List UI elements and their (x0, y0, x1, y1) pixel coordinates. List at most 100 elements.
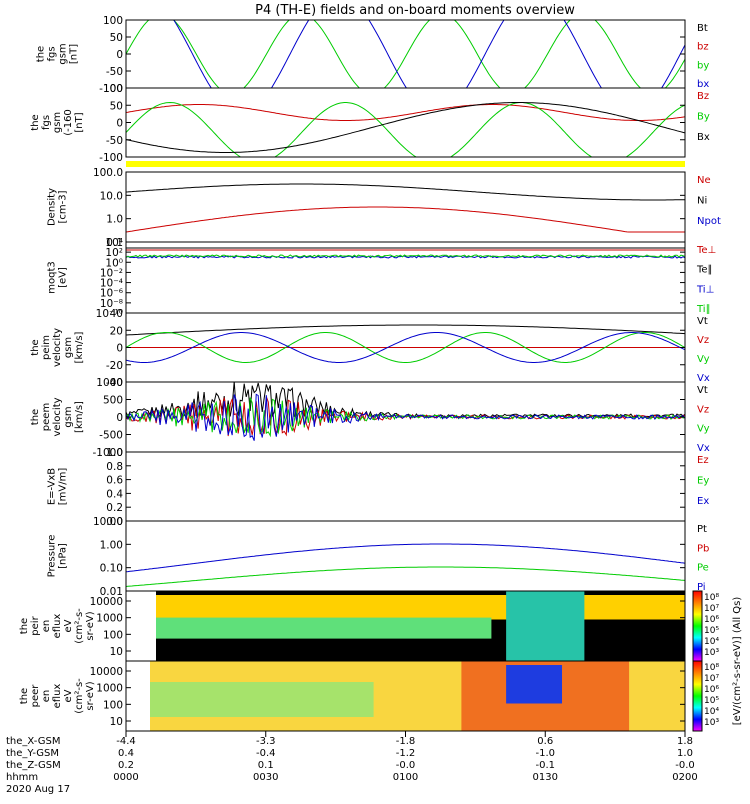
x-tick-ygsm: 1.0 (677, 748, 693, 759)
x-axis-row-label: the_X-GSM (6, 736, 60, 747)
y-tick-label: 0 (116, 343, 123, 355)
y-tick-label: 10² (105, 247, 123, 259)
spectrogram-band-mid (156, 617, 492, 639)
legend-Bx: Bx (697, 132, 710, 143)
y-tick-label: 1000 (96, 613, 123, 625)
colorbar-tick: 10⁴ (704, 707, 719, 717)
colorbar-tick: 10⁸ (704, 593, 719, 603)
y-tick-label: 1.0 (106, 447, 123, 459)
x-tick-ygsm: 0.4 (118, 748, 134, 759)
y-axis-label: thepeemvelocitygsm[km/s] (30, 397, 85, 436)
panel-peim_velocity: 40 20 0 -20 -40 thepeimvelocitygsm[km/s] Vt Vz V… (30, 308, 710, 389)
trace-ti-perp (126, 255, 685, 259)
y-tick-label: 0.6 (106, 475, 123, 487)
y-axis-label-line: the (19, 688, 30, 704)
panel-peem_velocity: 1000 500 0 -500 -1000 thepeemvelocitygsm[km/s… (30, 377, 710, 459)
panel-fgs-traces (126, 20, 685, 88)
colorbar-tick: 10³ (704, 648, 719, 658)
y-tick-label: 0.1 (106, 237, 123, 249)
y-axis-label-line: the (30, 409, 41, 425)
legend-Vy: Vy (697, 424, 710, 435)
colorbar-tick: 10⁵ (704, 626, 719, 636)
y-axis-label-line: eV (63, 619, 74, 632)
trace-vx (126, 332, 685, 363)
y-tick-label: -50 (106, 135, 123, 147)
plot-title: P4 (TH-E) fields and on-board moments ov… (255, 3, 575, 18)
colorbar-tick: 10³ (704, 718, 719, 728)
legend-Ex: Ex (697, 496, 709, 507)
colorbar-top (692, 590, 703, 662)
colorbar-tick: 10⁵ (704, 696, 719, 706)
spectrogram-core (506, 665, 563, 704)
legend-Ey: Ey (697, 476, 709, 487)
y-tick-label: 10⁻⁴ (100, 278, 123, 290)
y-axis-label-line: [eV] (58, 267, 69, 288)
colorbar-tick: 10⁸ (704, 663, 719, 673)
y-axis-label-line: gsm (58, 43, 69, 64)
y-axis-label-line: gsm (63, 337, 74, 358)
legend-Npot: Npot (697, 216, 721, 227)
y-axis-label-line: sr-eV) (85, 611, 96, 640)
trace-pi (126, 543, 685, 573)
y-axis-label-line: Density (47, 188, 58, 226)
trace-ni (126, 183, 685, 201)
y-axis-label: thefgsgsm[nT] (36, 43, 80, 64)
panel-pressure: 10.00 1.00 0.10 0.01 Pressure[nPa] Pt Pb Pe Pi (47, 516, 710, 598)
y-axis-label-line: gsm (52, 112, 63, 133)
panel-peir_spec-traces (156, 591, 685, 661)
legend-Ti∥: Ti∥ (696, 304, 711, 315)
trace-vy (126, 332, 685, 363)
y-tick-label: 0.8 (106, 461, 123, 473)
y-tick-label: 100 (103, 629, 123, 641)
y-tick-label: 10 (110, 646, 123, 658)
x-tick-zgsm: -0.0 (396, 760, 416, 771)
trace-bz (126, 104, 685, 121)
y-tick-label: 10⁻⁸ (100, 298, 123, 310)
legend-Vx: Vx (697, 373, 710, 384)
x-tick-ygsm: -1.0 (535, 748, 555, 759)
colorbar-tick: 10⁴ (704, 637, 719, 647)
y-axis-label-line: fgs (41, 115, 52, 130)
legend-Te∥: Te∥ (696, 265, 713, 276)
y-axis-label-line: [nT] (74, 112, 85, 132)
y-axis-label: thepeirenefluxeV(cm²-s-sr-eV) (19, 608, 96, 644)
y-axis-label-line: sr-eV) (85, 681, 96, 710)
y-tick-label: 100 (103, 83, 123, 95)
y-axis-label-line: the (36, 46, 47, 62)
panel-density: 100.0 10.0 1.0 0.1 Density[cm-3] Ne Ni Npot (47, 167, 721, 249)
y-axis-label-line: eflux (52, 684, 63, 709)
colorbar-tick: 10⁶ (704, 685, 719, 695)
y-tick-label: 40 (110, 308, 123, 320)
y-axis-label-line: the (19, 618, 30, 634)
y-tick-label: 1.00 (100, 539, 123, 551)
y-axis-label: thefgsgsm(-160[nT] (30, 109, 85, 136)
x-tick-xgsm: -4.4 (116, 736, 136, 747)
legend-Vt: Vt (697, 316, 708, 327)
y-tick-label: 0.10 (100, 563, 123, 575)
x-tick-zgsm: -0.0 (675, 760, 695, 771)
y-axis-label-line: [cm-3] (58, 190, 69, 223)
panel-peim_velocity-traces (126, 324, 685, 363)
x-tick-zgsm: -0.1 (535, 760, 555, 771)
trace-vx (126, 393, 685, 441)
legend-Pe: Pe (697, 563, 709, 574)
x-tick-hhmm: 0200 (672, 772, 697, 783)
x-tick-zgsm: 0.2 (118, 760, 134, 771)
panel-peir_spec: 10000 1000 100 10 thepeirenefluxeV(cm²-s-sr-… (19, 590, 686, 662)
y-tick-label: 20 (110, 325, 123, 337)
y-tick-label: -1000 (92, 447, 123, 459)
y-axis-label-line: peer (30, 684, 41, 708)
y-tick-label: 0.0 (106, 516, 123, 528)
colorbar-label: [eV/(cm²-s-sr-eV)] (All Qs) (732, 597, 743, 726)
x-tick-hhmm: 0030 (253, 772, 278, 783)
panel-frame (125, 87, 686, 158)
y-tick-label: 10⁰ (105, 257, 123, 269)
x-axis-date: 2020 Aug 17 (6, 784, 70, 795)
x-tick-zgsm: 0.1 (258, 760, 274, 771)
legend-by: by (697, 60, 709, 71)
x-axis-row-label: hhmm (6, 772, 38, 783)
colorbar-tick: 10⁷ (704, 604, 719, 614)
colorbar-tick: 10⁶ (704, 615, 719, 625)
y-axis-label: Pressure[nPa] (47, 535, 69, 578)
